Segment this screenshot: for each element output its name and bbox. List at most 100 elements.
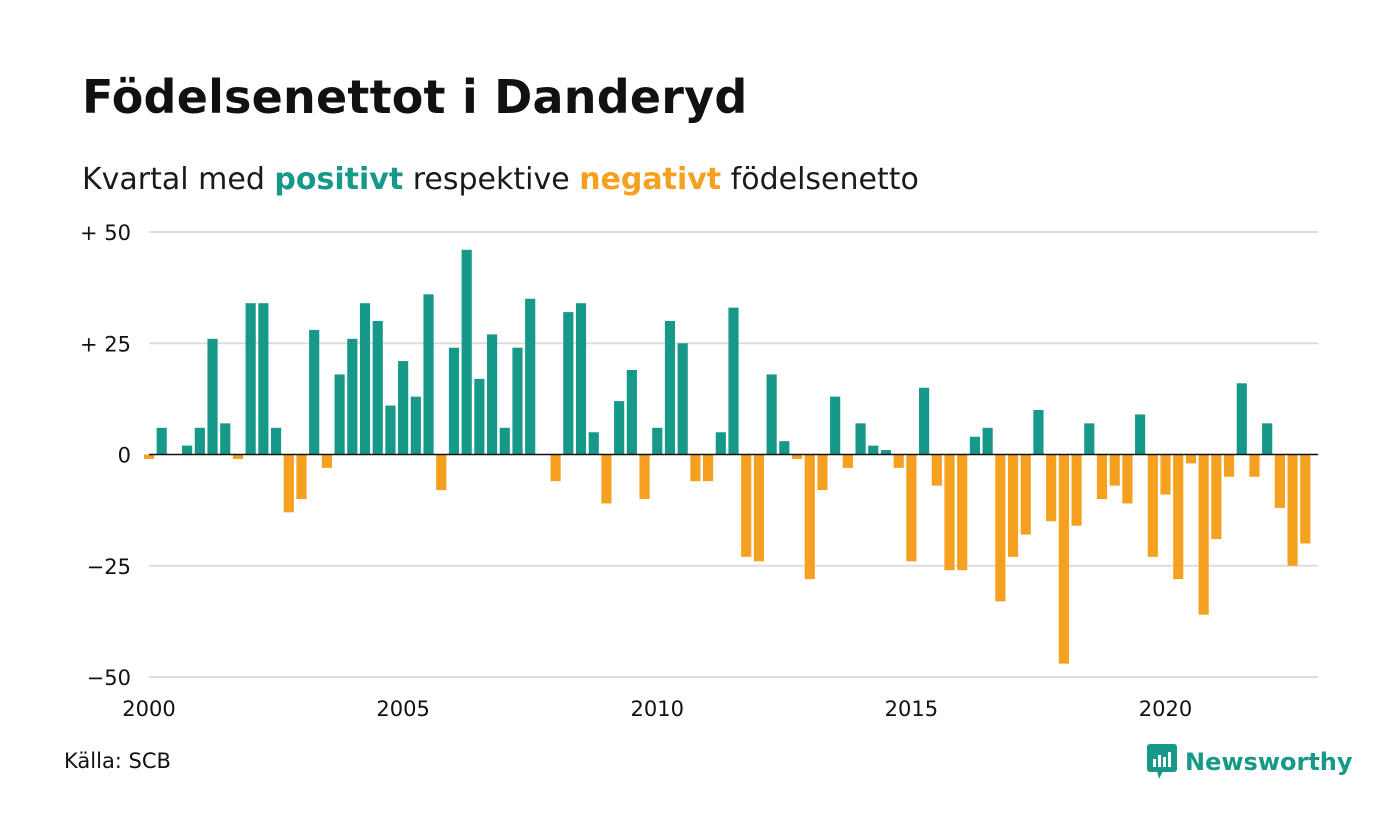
bar-negative xyxy=(893,454,904,468)
bars xyxy=(143,249,1311,664)
bar-positive xyxy=(868,445,879,455)
bar-positive xyxy=(677,343,688,455)
bar-negative xyxy=(804,454,815,580)
subtitle-positive-word: positivt xyxy=(274,162,404,197)
bar-negative xyxy=(296,454,307,499)
y-tick-label: + 25 xyxy=(80,332,131,356)
y-tick-label: 0 xyxy=(118,444,131,468)
bar-negative xyxy=(1274,454,1285,508)
bar-negative xyxy=(1096,454,1108,499)
x-tick-label: 2000 xyxy=(122,697,175,721)
bar-positive xyxy=(1135,414,1146,455)
bar-positive xyxy=(385,405,396,455)
bar-positive xyxy=(309,329,320,455)
bar-negative xyxy=(817,454,828,491)
bar-positive xyxy=(182,445,193,455)
bar-negative xyxy=(1071,454,1082,526)
bar-negative xyxy=(232,454,244,459)
bar-negative xyxy=(436,454,447,491)
bar-negative xyxy=(842,454,853,468)
bar-positive xyxy=(334,374,345,455)
bar-positive xyxy=(728,307,739,455)
bar-positive xyxy=(258,303,269,455)
bar-negative xyxy=(703,454,714,482)
brand-logo[interactable]: Newsworthy xyxy=(1147,744,1353,780)
bar-positive xyxy=(372,321,383,455)
bar-positive xyxy=(614,401,625,455)
bar-positive xyxy=(982,427,993,455)
bar-negative xyxy=(1058,454,1069,664)
bar-positive xyxy=(919,387,930,455)
chart-title: Födelsenettot i Danderyd xyxy=(82,70,748,124)
bar-positive xyxy=(766,374,777,455)
subtitle-negative-word: negativt xyxy=(579,162,722,197)
bar-positive xyxy=(156,427,167,455)
bar-positive xyxy=(563,312,574,455)
bar-positive xyxy=(207,338,218,455)
bar-negative xyxy=(1249,454,1260,477)
subtitle-middle: respektive xyxy=(403,162,580,197)
bar-positive xyxy=(779,441,790,455)
bar-positive xyxy=(398,361,409,455)
bar-negative xyxy=(283,454,294,513)
bar-positive xyxy=(347,338,358,455)
bar-negative xyxy=(906,454,917,562)
subtitle-prefix: Kvartal med xyxy=(82,162,275,197)
bar-negative xyxy=(690,454,701,482)
bar-positive xyxy=(575,303,587,455)
subtitle-suffix: födelsenetto xyxy=(721,162,919,197)
bar-negative xyxy=(957,454,968,571)
bar-positive xyxy=(1033,410,1044,455)
bar-positive xyxy=(499,427,510,455)
bar-negative xyxy=(944,454,955,571)
bar-negative xyxy=(1287,454,1298,566)
bar-negative xyxy=(1160,454,1171,495)
bar-positive xyxy=(220,423,231,455)
bar-negative xyxy=(753,454,764,562)
x-tick-label: 2020 xyxy=(1139,697,1192,721)
newsworthy-logo-icon xyxy=(1147,744,1177,779)
bar-positive xyxy=(830,396,841,455)
bar-positive xyxy=(245,303,256,455)
bar-positive xyxy=(1236,383,1247,455)
bar-negative xyxy=(791,454,803,459)
bar-positive xyxy=(423,294,434,455)
bar-positive xyxy=(486,334,498,455)
bar-negative xyxy=(741,454,752,557)
bar-positive xyxy=(626,369,637,455)
bar-positive xyxy=(194,427,205,455)
bar-positive xyxy=(880,450,892,455)
x-tick-label: 2010 xyxy=(631,697,684,721)
bar-positive xyxy=(715,432,726,455)
axes: + 50 + 25 0 −25 −50 2000 2005 2010 2015 2020 xyxy=(80,221,1318,721)
bar-negative xyxy=(995,454,1006,602)
bar-negative xyxy=(1198,454,1209,615)
bar-positive xyxy=(855,423,866,455)
bar-negative xyxy=(143,454,155,459)
bar-positive xyxy=(270,427,282,455)
bar-positive xyxy=(1262,423,1273,455)
y-tick-label: −25 xyxy=(87,555,131,579)
bar-positive xyxy=(664,321,676,455)
bar-positive xyxy=(525,298,536,455)
brand-name: Newsworthy xyxy=(1185,748,1353,776)
bar-negative xyxy=(1046,454,1057,522)
x-tick-label: 2015 xyxy=(885,697,938,721)
bar-positive xyxy=(359,303,371,455)
bar-positive xyxy=(474,378,485,455)
bar-positive xyxy=(448,347,460,455)
bar-negative xyxy=(1300,454,1311,544)
bar-negative xyxy=(1185,454,1197,464)
bar-negative xyxy=(1147,454,1158,557)
bar-negative xyxy=(1223,454,1235,477)
bar-negative xyxy=(931,454,942,486)
bar-positive xyxy=(588,432,599,455)
bar-negative xyxy=(1020,454,1031,535)
bar-positive xyxy=(652,427,663,455)
y-tick-label: + 50 xyxy=(80,221,131,245)
bar-negative xyxy=(1173,454,1184,580)
x-tick-label: 2005 xyxy=(376,697,429,721)
bar-negative xyxy=(321,454,332,468)
chart-subtitle: Kvartal med positivt respektive negativt… xyxy=(82,162,919,197)
